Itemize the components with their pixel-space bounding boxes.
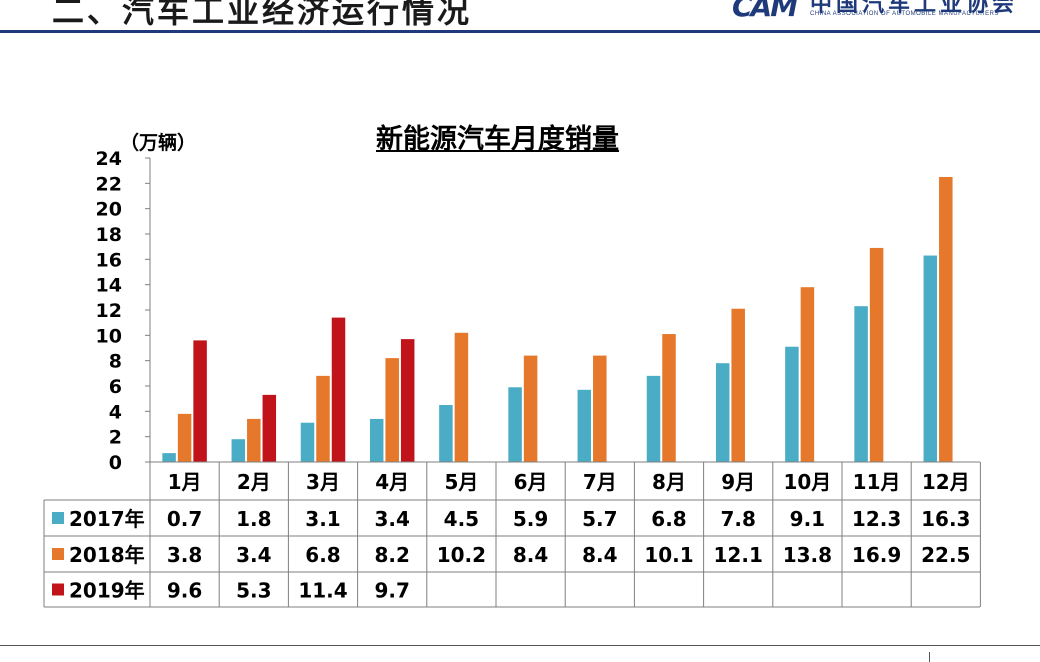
data-label: 10.1: [644, 543, 693, 567]
y-tick-label: 20: [96, 199, 122, 221]
bar-2019年-4月: [400, 339, 415, 462]
data-label: 22.5: [921, 543, 970, 567]
bar-2018年-2月: [247, 418, 261, 462]
y-tick-label: 8: [109, 351, 122, 373]
bar-2017年-1月: [162, 453, 176, 462]
data-label: 6.8: [305, 543, 340, 567]
legend-label: 2017年: [69, 507, 145, 531]
bar-2019年-1月: [193, 340, 207, 462]
bar-2017年-10月: [785, 346, 799, 462]
bar-2017年-7月: [577, 389, 592, 462]
data-label: 12.3: [852, 507, 901, 531]
data-label: 9.7: [374, 579, 409, 603]
bar-2017年-5月: [439, 405, 453, 462]
data-label: 9.6: [167, 579, 202, 603]
legend-swatch-2018年: [52, 548, 64, 560]
footer-divider: [0, 645, 1040, 646]
bar-2019年-2月: [262, 394, 277, 462]
y-tick-label: 12: [96, 300, 122, 322]
y-tick-label: 4: [109, 401, 122, 423]
bar-2018年-4月: [385, 358, 399, 462]
data-label: 8.4: [582, 543, 617, 567]
data-label: 4.5: [444, 507, 479, 531]
data-label: 10.2: [437, 543, 486, 567]
bar-2017年-9月: [715, 363, 730, 462]
data-label: 9.1: [790, 507, 825, 531]
data-label: 13.8: [783, 543, 832, 567]
y-tick-label: 2: [109, 427, 122, 449]
y-tick-label: 6: [109, 376, 122, 398]
logo: CAM 中国汽车工业协会 CHINA ASSOCIATION OF AUTOMO…: [732, 0, 1032, 30]
x-category-label: 6月: [514, 470, 548, 494]
x-category-label: 11月: [853, 470, 901, 494]
y-tick-label: 10: [96, 325, 122, 347]
data-label: 3.4: [236, 543, 271, 567]
x-category-label: 12月: [922, 470, 970, 494]
y-axis-unit-label: （万辆）: [120, 132, 197, 154]
data-label: 12.1: [714, 543, 763, 567]
data-label: 8.2: [374, 543, 409, 567]
data-label: 11.4: [298, 579, 347, 603]
logo-name-en: CHINA ASSOCIATION OF AUTOMOBILE MANUFACT…: [810, 11, 999, 17]
data-label: 1.8: [236, 507, 271, 531]
bar-2018年-10月: [800, 287, 815, 462]
legend-label: 2018年: [69, 543, 145, 567]
bar-2017年-3月: [300, 422, 315, 462]
bar-2018年-3月: [316, 375, 330, 462]
chart-title: 新能源汽车月度销量: [376, 124, 619, 155]
page-title: 二、汽车工业经济运行情况: [52, 0, 473, 30]
bar-2019年-3月: [331, 317, 346, 462]
bar-2018年-11月: [869, 247, 884, 462]
bar-2018年-7月: [593, 355, 607, 462]
header-divider: [0, 30, 1040, 33]
x-category-label: 2月: [237, 470, 271, 494]
data-label: 5.3: [236, 579, 271, 603]
footer-separator: [929, 652, 930, 662]
data-label: 5.7: [582, 507, 617, 531]
bar-2017年-6月: [508, 387, 522, 462]
bar-2017年-2月: [231, 439, 246, 462]
logo-mark: CAM: [732, 0, 798, 23]
data-label: 5.9: [513, 507, 548, 531]
logo-name-cn: 中国汽车工业协会: [810, 0, 1019, 17]
legend-label: 2019年: [69, 579, 145, 603]
data-label: 16.3: [921, 507, 970, 531]
bar-2017年-12月: [923, 255, 938, 462]
x-category-label: 5月: [444, 470, 478, 494]
legend-swatch-2019年: [52, 583, 64, 596]
y-tick-label: 16: [96, 249, 122, 271]
data-label: 8.4: [513, 543, 548, 567]
bar-2018年-5月: [454, 332, 469, 462]
y-tick-label: 24: [96, 148, 122, 170]
x-category-label: 9月: [721, 470, 755, 494]
bar-2017年-4月: [369, 418, 384, 462]
data-label: 3.1: [305, 507, 340, 531]
x-category-label: 3月: [306, 470, 340, 494]
y-tick-label: 14: [96, 275, 122, 297]
bar-2018年-6月: [523, 355, 538, 462]
x-category-label: 8月: [652, 470, 686, 494]
bar-2018年-8月: [662, 334, 676, 462]
bar-2018年-1月: [177, 413, 192, 462]
data-label: 3.8: [167, 543, 202, 567]
x-category-label: 1月: [168, 470, 202, 494]
data-label: 3.4: [374, 507, 409, 531]
x-category-label: 10月: [783, 470, 831, 494]
bar-2018年-12月: [939, 177, 953, 462]
data-label: 0.7: [167, 507, 202, 531]
bar-2018年-9月: [731, 308, 745, 462]
bar-2017年-8月: [646, 375, 661, 462]
x-category-label: 7月: [583, 470, 617, 494]
data-label: 16.9: [852, 543, 901, 567]
y-tick-label: 22: [96, 173, 122, 195]
x-category-label: 4月: [375, 470, 409, 494]
y-tick-label: 0: [109, 452, 122, 474]
legend-swatch-2017年: [52, 512, 64, 524]
bar-2017年-11月: [854, 306, 868, 462]
data-label: 6.8: [651, 507, 686, 531]
data-label: 7.8: [720, 507, 755, 531]
y-tick-label: 18: [96, 224, 122, 246]
